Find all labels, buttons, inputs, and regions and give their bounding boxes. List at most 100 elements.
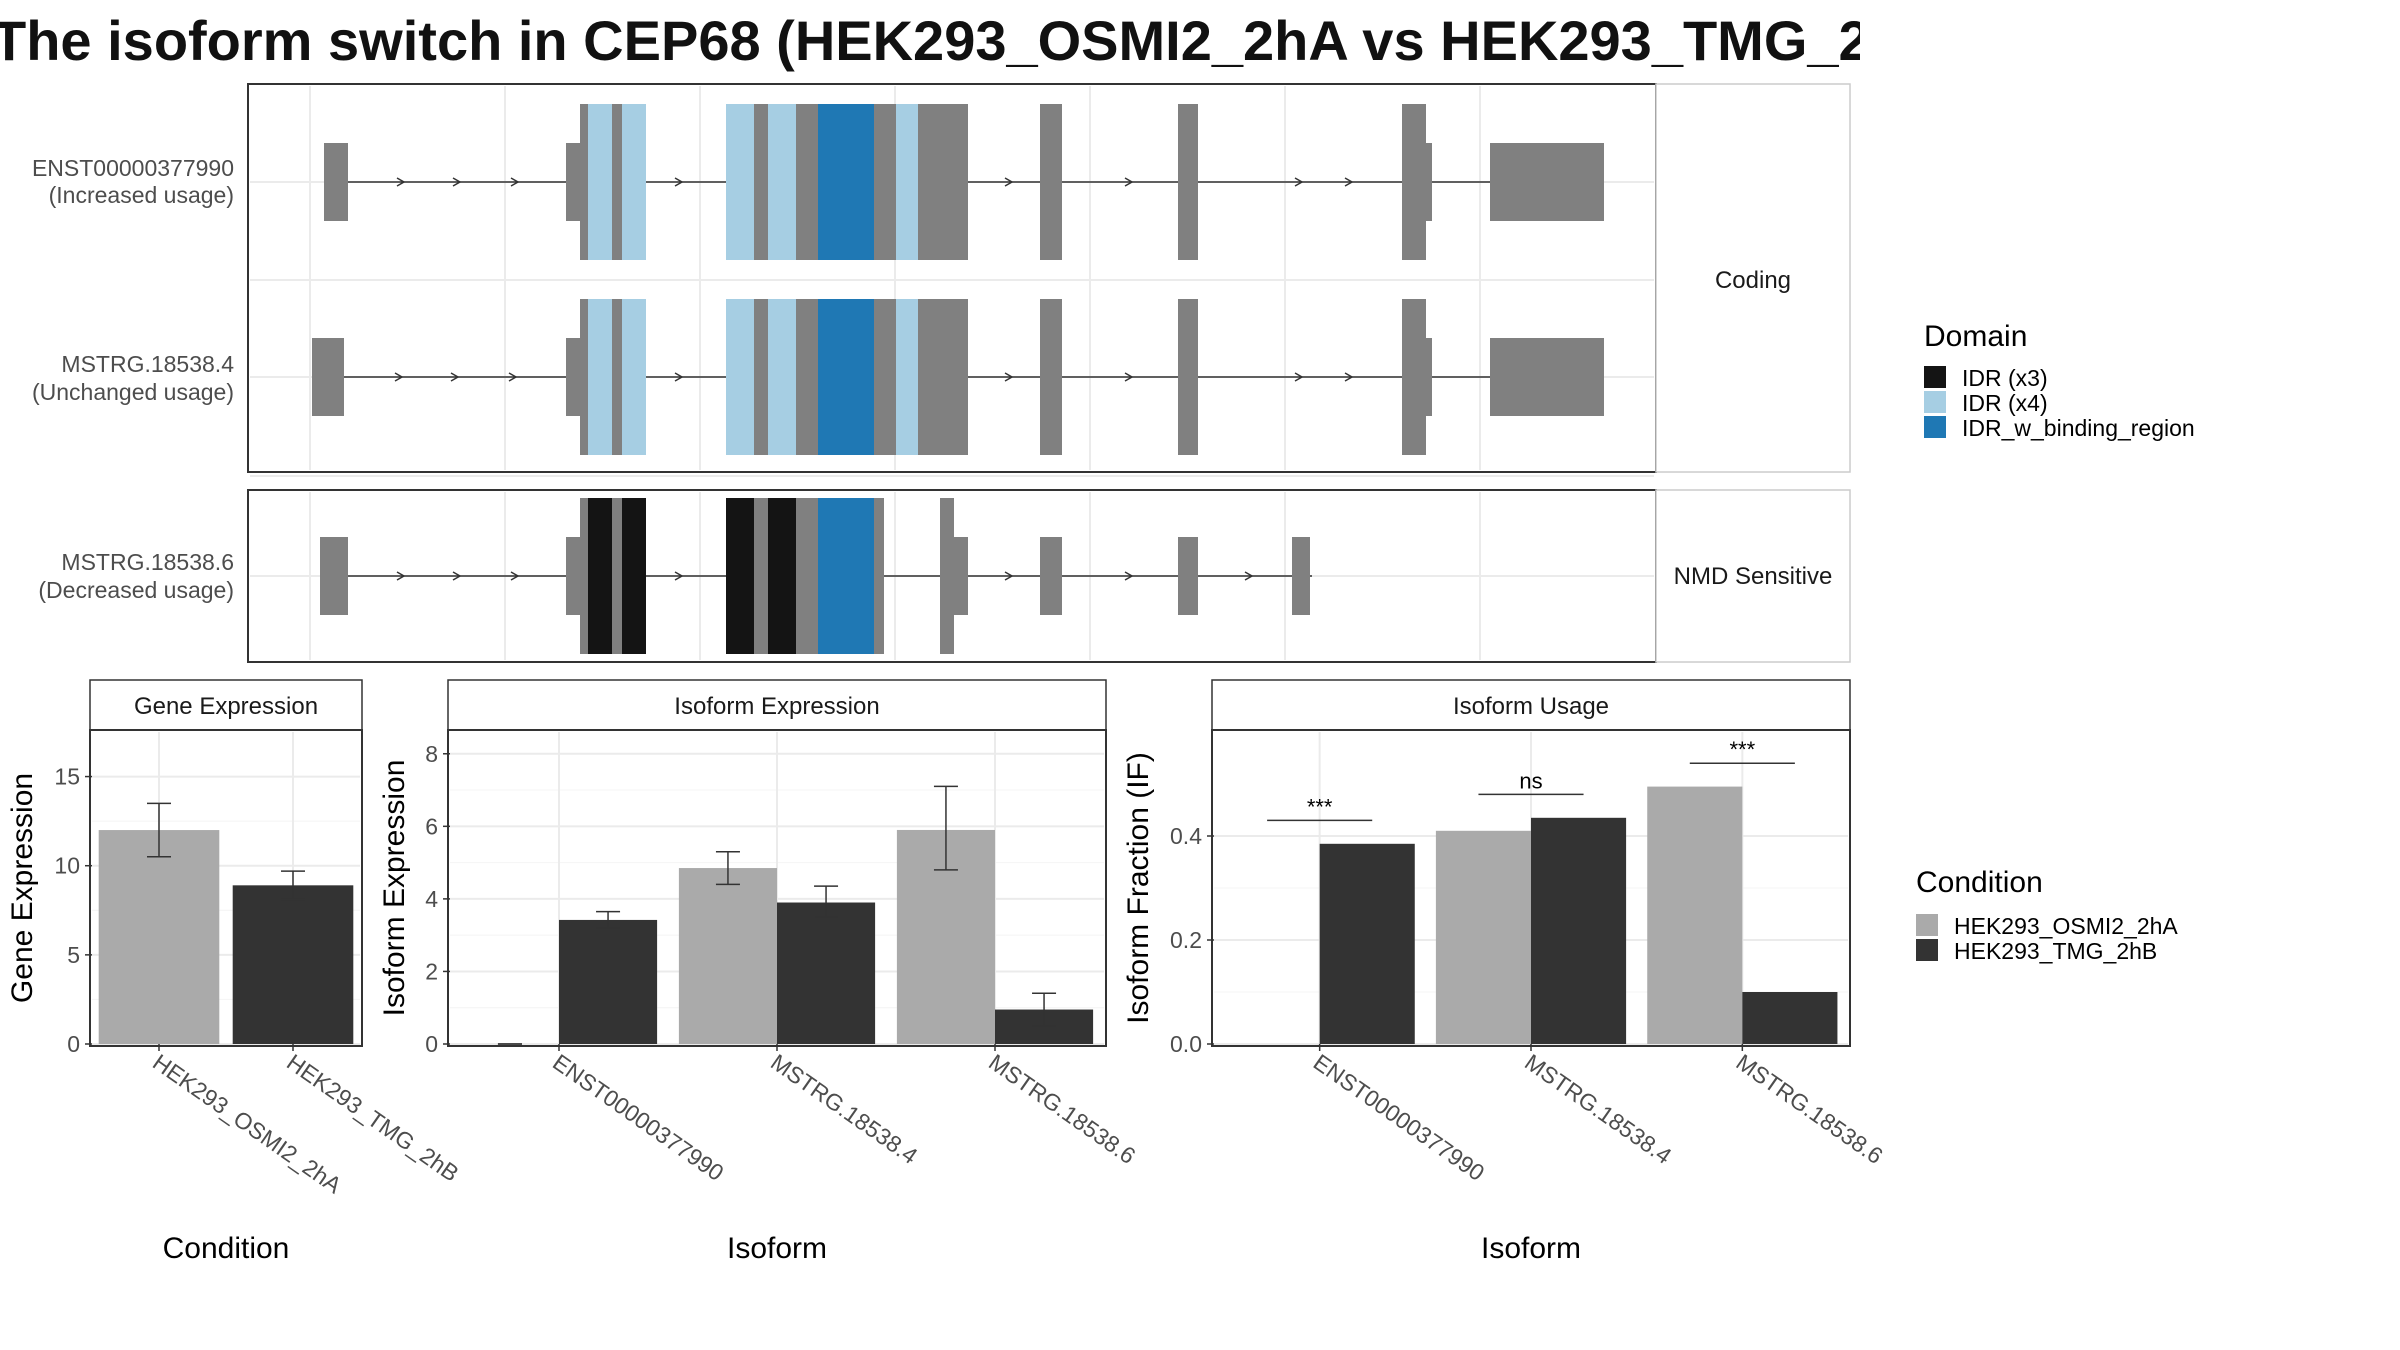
strand-arrow [1294,177,1304,187]
strand-arrow [1004,571,1014,581]
y-tick-label: 0.0 [1170,1031,1202,1057]
x-tick-label: MSTRG.18538.6 [984,1049,1140,1169]
exon [1402,299,1426,455]
idr-binding-domain [818,299,874,455]
structure-panel-nmd: NMD Sensitive [247,489,1851,663]
condition-legend: Condition HEK293_OSMI2_2hA HEK293_TMG_2h… [1916,866,2178,964]
y-tick-label: 0 [425,1031,438,1057]
tx-usage-mstrg6: (Decreased usage) [38,577,234,603]
x-tick-label: ENST00000377990 [548,1049,728,1186]
utr-exon [1040,537,1062,615]
strip-coding-bg [1655,83,1851,473]
utr-exon [320,537,348,615]
significance-label: *** [1307,794,1333,819]
y-tick-label: 2 [425,958,438,984]
strand-arrow [1004,372,1014,382]
exon [796,498,818,654]
idr-domain [768,498,796,654]
iso-expr-strip-title: Isoform Expression [674,693,879,720]
strand-arrow [394,372,404,382]
exon [580,299,588,455]
legend-label-idr-x4: IDR (x4) [1962,390,2048,416]
legend-label-idr-binding: IDR_w_binding_region [1962,415,2195,441]
bar [777,902,876,1044]
exon [754,104,768,260]
y-tick-label: 6 [425,813,438,839]
legend-key-idr-binding [1924,416,1946,438]
legend-key-tmg [1916,939,1938,961]
utr-exon [312,338,344,416]
idr-domain [896,104,918,260]
strip-label-coding: Coding [1715,267,1791,294]
strand-arrow [396,177,406,187]
bar [232,885,354,1044]
strand-arrow [1344,177,1354,187]
x-tick-label: MSTRG.18538.4 [766,1049,922,1169]
iso-expr-strip [447,679,1107,731]
exon [918,104,968,260]
strand-arrow [452,177,462,187]
iso-usage-strip-title: Isoform Usage [1453,693,1609,720]
exon [612,104,622,260]
isoform-usage-panel: Isoform Usage Isoform Fraction (IF) Isof… [1122,679,1888,1265]
strand-arrow [1124,571,1134,581]
utr-exon [1292,537,1310,615]
utr-exon [1490,338,1604,416]
exon [612,498,622,654]
strand-arrow [1124,372,1134,382]
strand-arrow [674,571,684,581]
y-tick-label: 15 [54,764,80,790]
isoform-expression-panel: Isoform Expression Isoform Expression Is… [378,679,1140,1265]
y-tick-label: 5 [67,942,80,968]
plot-title: The isoform switch in CEP68 (HEK293_OSMI… [0,9,1860,72]
utr-exon [566,338,582,416]
iso-expr-xlabel: Isoform [727,1232,827,1265]
x-tick-label: ENST00000377990 [1309,1049,1489,1186]
exon [1402,104,1426,260]
exon [1040,299,1062,455]
strand-arrow [452,571,462,581]
exon [1178,299,1198,455]
utr-exon [1426,338,1432,416]
exon [874,104,896,260]
strand-arrow [450,372,460,382]
strip-nmd-bg [1655,489,1851,663]
iso-expr-ylabel: Isoform Expression [378,760,411,1017]
utr-exon [1178,537,1198,615]
tx-label-enst: ENST00000377990 [32,155,234,181]
gene-expr-strip [89,679,363,731]
y-tick-label: 0 [67,1031,80,1057]
strand-arrow [674,177,684,187]
idr-domain [622,299,646,455]
strand-arrow [1294,372,1304,382]
legend-key-osmi [1916,914,1938,936]
idr-domain [768,299,796,455]
strand-arrow [396,571,406,581]
y-tick-label: 10 [54,853,80,879]
domain-legend: Domain IDR (x3) IDR (x4) IDR_w_binding_r… [1924,320,2195,441]
x-tick-label: MSTRG.18538.4 [1520,1049,1676,1169]
idr-domain [896,299,918,455]
legend-label-tmg: HEK293_TMG_2hB [1954,938,2157,964]
transcripts-nmd [320,498,1312,654]
exon [940,498,954,654]
transcripts-coding [312,104,1604,455]
bar [559,919,658,1044]
exon [580,498,588,654]
strand-arrow [510,177,520,187]
strand-arrow [1244,571,1254,581]
utr-exon [324,143,348,221]
y-tick-label: 0.2 [1170,927,1202,953]
y-tick-label: 0.4 [1170,823,1202,849]
gene-expr-xlabel: Condition [163,1232,290,1265]
strand-arrow [1004,177,1014,187]
legend-label-idr-x3: IDR (x3) [1962,365,2048,391]
y-tick-label: 8 [425,741,438,767]
legend-key-idr-x3 [1924,366,1946,388]
idr-domain [622,498,646,654]
utr-exon [566,537,582,615]
bar [98,830,220,1044]
strand-arrow [510,571,520,581]
bar [1531,817,1627,1044]
